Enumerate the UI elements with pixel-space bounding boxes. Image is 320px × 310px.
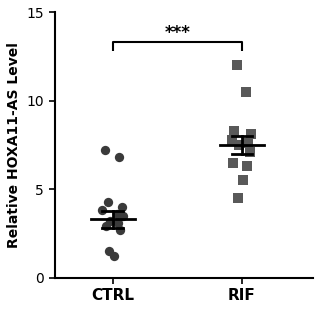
Y-axis label: Relative HOXA11-AS Level: Relative HOXA11-AS Level [7,42,21,248]
Point [118,228,123,232]
Point [248,132,253,137]
Point [232,128,237,133]
Point [116,155,122,160]
Point [111,254,116,259]
Point [229,137,234,142]
Point [108,219,113,224]
Point [114,211,119,216]
Point [115,220,120,225]
Point [102,148,108,153]
Text: ***: *** [164,24,190,42]
Point [100,208,105,213]
Point [244,164,250,169]
Point [246,141,251,146]
Point [119,204,124,209]
Point [104,224,109,229]
Point [234,63,239,68]
Point [236,196,241,201]
Point [237,143,242,148]
Point [105,199,110,204]
Point [106,249,111,254]
Point [241,178,246,183]
Point [121,213,126,218]
Point [243,90,248,95]
Point [230,160,236,165]
Point [247,150,252,155]
